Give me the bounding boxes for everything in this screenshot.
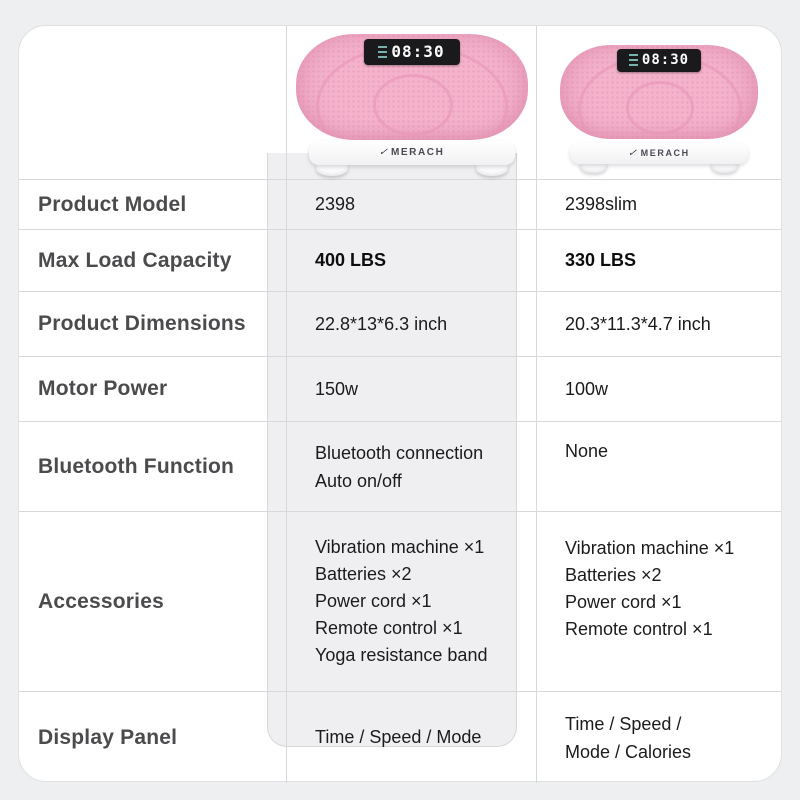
row-label-motor-power: Motor Power [19, 356, 286, 421]
vibration-machine-image-2398: ✓ MERACH 08:30 [295, 33, 528, 176]
value-line: Batteries ×2 [315, 564, 412, 584]
merach-logo: MERACH [390, 147, 445, 158]
display-mode-labels-icon [378, 45, 388, 58]
value-line: Time / Speed / Mode [315, 727, 482, 747]
row-label-product-dimensions: Product Dimensions [19, 291, 286, 356]
plate-ring-inner [626, 80, 694, 135]
value-max-load-2398slim: 330 LBS [536, 229, 781, 291]
value-line: Yoga resistance band [315, 645, 488, 665]
value-bluetooth-2398slim: None [536, 421, 781, 511]
product-image-cell-2398slim: ✓ MERACH 08:30 [536, 26, 781, 179]
value-line: 20.3*11.3*4.7 inch [565, 313, 711, 334]
value-line: Power cord ×1 [565, 592, 682, 612]
value-product-model-2398: 2398 [286, 179, 536, 229]
row-label-display-panel: Display Panel [19, 691, 286, 783]
value-line: 400 LBS [315, 250, 387, 270]
value-line: 330 LBS [565, 250, 637, 270]
value-line: None [565, 441, 609, 461]
value-line: Vibration machine ×1 [565, 538, 735, 558]
value-line: Time / Speed / [565, 713, 682, 734]
machine-base: ✓ MERACH [570, 142, 748, 164]
vibration-machine-image-2398slim: ✓ MERACH 08:30 [560, 44, 758, 173]
value-line: Mode / Calories [565, 741, 692, 762]
value-line: 22.8*13*6.3 inch [315, 313, 448, 334]
highlighted-column-tab [267, 153, 517, 747]
corner-empty-cell [19, 26, 286, 179]
value-line: Remote control ×1 [565, 619, 713, 639]
value-display-panel-2398: Time / Speed / Mode [286, 691, 536, 783]
value-product-model-2398slim: 2398slim [536, 179, 781, 229]
display-mode-labels-icon [628, 54, 638, 66]
row-label-bluetooth-function: Bluetooth Function [19, 421, 286, 511]
value-motor-power-2398: 150w [286, 356, 536, 421]
value-line: 100w [565, 378, 609, 399]
product-image-cell-2398: ✓ MERACH 08:30 [286, 26, 536, 179]
value-line: 2398slim [565, 194, 638, 214]
plate-ring-inner [372, 73, 453, 136]
value-motor-power-2398slim: 100w [536, 356, 781, 421]
merach-logo: MERACH [640, 148, 690, 158]
merach-swoosh-icon: ✓ [377, 147, 389, 158]
row-label-accessories: Accessories [19, 511, 286, 691]
display-time: 08:30 [641, 52, 690, 68]
row-label-max-load-capacity: Max Load Capacity [19, 229, 286, 291]
value-dimensions-2398: 22.8*13*6.3 inch [286, 291, 536, 356]
machine-base: ✓ MERACH [308, 140, 515, 165]
machine-display: 08:30 [617, 48, 701, 72]
value-line: Bluetooth connection [315, 442, 484, 463]
value-line: Batteries ×2 [565, 565, 662, 585]
machine-display: 08:30 [363, 38, 460, 65]
value-display-panel-2398slim: Time / Speed / Mode / Calories [536, 691, 781, 783]
value-dimensions-2398slim: 20.3*11.3*4.7 inch [536, 291, 781, 356]
comparison-table: ✓ MERACH 08:30 ✓ MERACH 08:30 [19, 26, 781, 783]
display-time: 08:30 [391, 42, 445, 61]
value-accessories-2398slim: Vibration machine ×1 Batteries ×2 Power … [536, 511, 781, 691]
value-bluetooth-2398: Bluetooth connection Auto on/off [286, 421, 536, 511]
row-label-product-model: Product Model [19, 179, 286, 229]
value-line: Remote control ×1 [315, 618, 463, 638]
value-line: Vibration machine ×1 [315, 537, 485, 557]
merach-swoosh-icon: ✓ [627, 147, 638, 159]
value-line: 2398 [315, 194, 356, 214]
value-line: Power cord ×1 [315, 591, 432, 611]
value-accessories-2398: Vibration machine ×1 Batteries ×2 Power … [286, 511, 536, 691]
value-max-load-2398: 400 LBS [286, 229, 536, 291]
value-line: 150w [315, 378, 359, 399]
value-line: Auto on/off [315, 470, 402, 491]
